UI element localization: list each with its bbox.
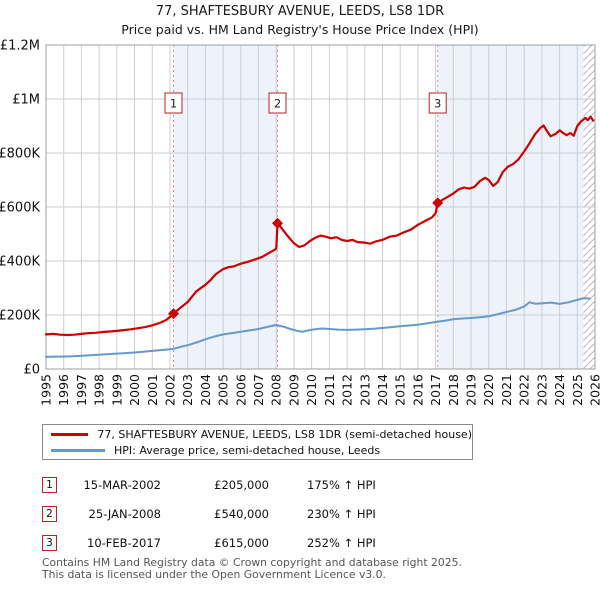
x-tick-label: 1995 [39,374,54,406]
legend-item-property: 77, SHAFTESBURY AVENUE, LEEDS, LS8 1DR (… [51,428,472,441]
y-tick-label: £200K [0,309,40,324]
y-tick-label: £0 [23,363,40,378]
y-tick-label: £1M [12,93,40,108]
x-tick-label: 2004 [198,374,213,406]
x-tick-label: 2019 [464,374,479,406]
legend-label-hpi: HPI: Average price, semi-detached house,… [114,443,381,457]
sale-number-badge: 2 [42,506,57,522]
sale-marker [432,197,444,209]
chart-legend: 77, SHAFTESBURY AVENUE, LEEDS, LS8 1DR (… [42,424,473,460]
x-tick-label: 2013 [357,374,372,406]
sale-number-box: 1 [164,92,183,114]
svg-text:3: 3 [434,97,441,111]
sale-number-box: 3 [428,92,447,114]
x-tick-label: 2014 [375,374,390,406]
sale-price: £615,000 [214,536,269,550]
x-tick-label: 2025 [570,374,585,406]
sale-marker [168,308,179,320]
svg-text:1: 1 [170,97,177,111]
legend-label-property: 77, SHAFTESBURY AVENUE, LEEDS, LS8 1DR (… [97,427,472,441]
sale-number-badge: 3 [42,535,57,551]
x-tick-label: 2023 [534,374,549,406]
y-tick-label: £800K [0,147,40,162]
license-line-1: Contains HM Land Registry data © Crown c… [42,556,462,569]
sale-price: £205,000 [214,478,269,492]
table-row: 1 15-MAR-2002 £205,000 175% ↑ HPI [42,477,376,493]
property-price-line [44,115,595,337]
svg-text:2: 2 [274,97,281,111]
x-tick-label: 2000 [127,374,142,406]
x-tick-label: 2011 [322,374,337,406]
x-tick-label: 1998 [92,374,107,406]
sale-number-badge: 1 [42,477,57,493]
x-tick-label: 2016 [410,374,425,406]
x-tick-label: 2021 [499,374,514,406]
chart-title: 77, SHAFTESBURY AVENUE, LEEDS, LS8 1DR [155,4,445,19]
sale-price: £540,000 [214,507,269,521]
x-tick-label: 2012 [340,374,355,406]
license-line-2: This data is licensed under the Open Gov… [42,567,386,581]
property-line-swatch [51,432,89,436]
legend-item-hpi: HPI: Average price, semi-detached house,… [51,444,472,457]
hpi-line [45,297,591,358]
x-tick-label: 1996 [56,374,71,406]
sale-marker [272,217,283,229]
x-tick-label: 2001 [145,374,160,406]
sale-vs-hpi: 230% ↑ HPI [307,507,376,521]
chart-subtitle: Price paid vs. HM Land Registry's House … [121,22,479,37]
hpi-line-swatch [51,448,105,452]
plot-border [45,44,596,370]
y-tick-label: £600K [0,201,40,216]
x-tick-label: 2020 [481,374,496,406]
x-tick-label: 2008 [269,374,284,406]
x-tick-label: 2002 [163,374,178,406]
x-tick-label: 2006 [233,374,248,406]
y-tick-label: £400K [0,255,40,270]
sale-number-box: 2 [268,92,287,114]
table-row: 3 10-FEB-2017 £615,000 252% ↑ HPI [42,535,376,551]
x-tick-label: 2003 [180,374,195,406]
sale-date: 10-FEB-2017 [87,536,161,550]
table-row: 2 25-JAN-2008 £540,000 230% ↑ HPI [42,506,376,522]
x-tick-label: 2005 [216,374,231,406]
x-tick-label: 2024 [552,374,567,406]
x-tick-label: 1999 [109,374,124,406]
sale-date: 15-MAR-2002 [83,478,161,492]
x-tick-label: 2015 [393,374,408,406]
x-tick-label: 1997 [74,374,89,406]
x-tick-label: 2010 [304,374,319,406]
x-tick-label: 2007 [251,374,266,406]
sale-vs-hpi: 252% ↑ HPI [307,536,376,550]
x-tick-label: 2018 [446,374,461,406]
x-tick-label: 2022 [517,374,532,406]
sale-date: 25-JAN-2008 [88,507,162,521]
sale-vs-hpi: 175% ↑ HPI [307,478,376,492]
x-tick-label: 2026 [588,374,600,406]
x-tick-label: 2017 [428,374,443,406]
y-tick-label: £1.2M [0,39,40,54]
license-note: Contains HM Land Registry data © Crown c… [42,557,462,580]
x-tick-label: 2009 [286,374,301,406]
